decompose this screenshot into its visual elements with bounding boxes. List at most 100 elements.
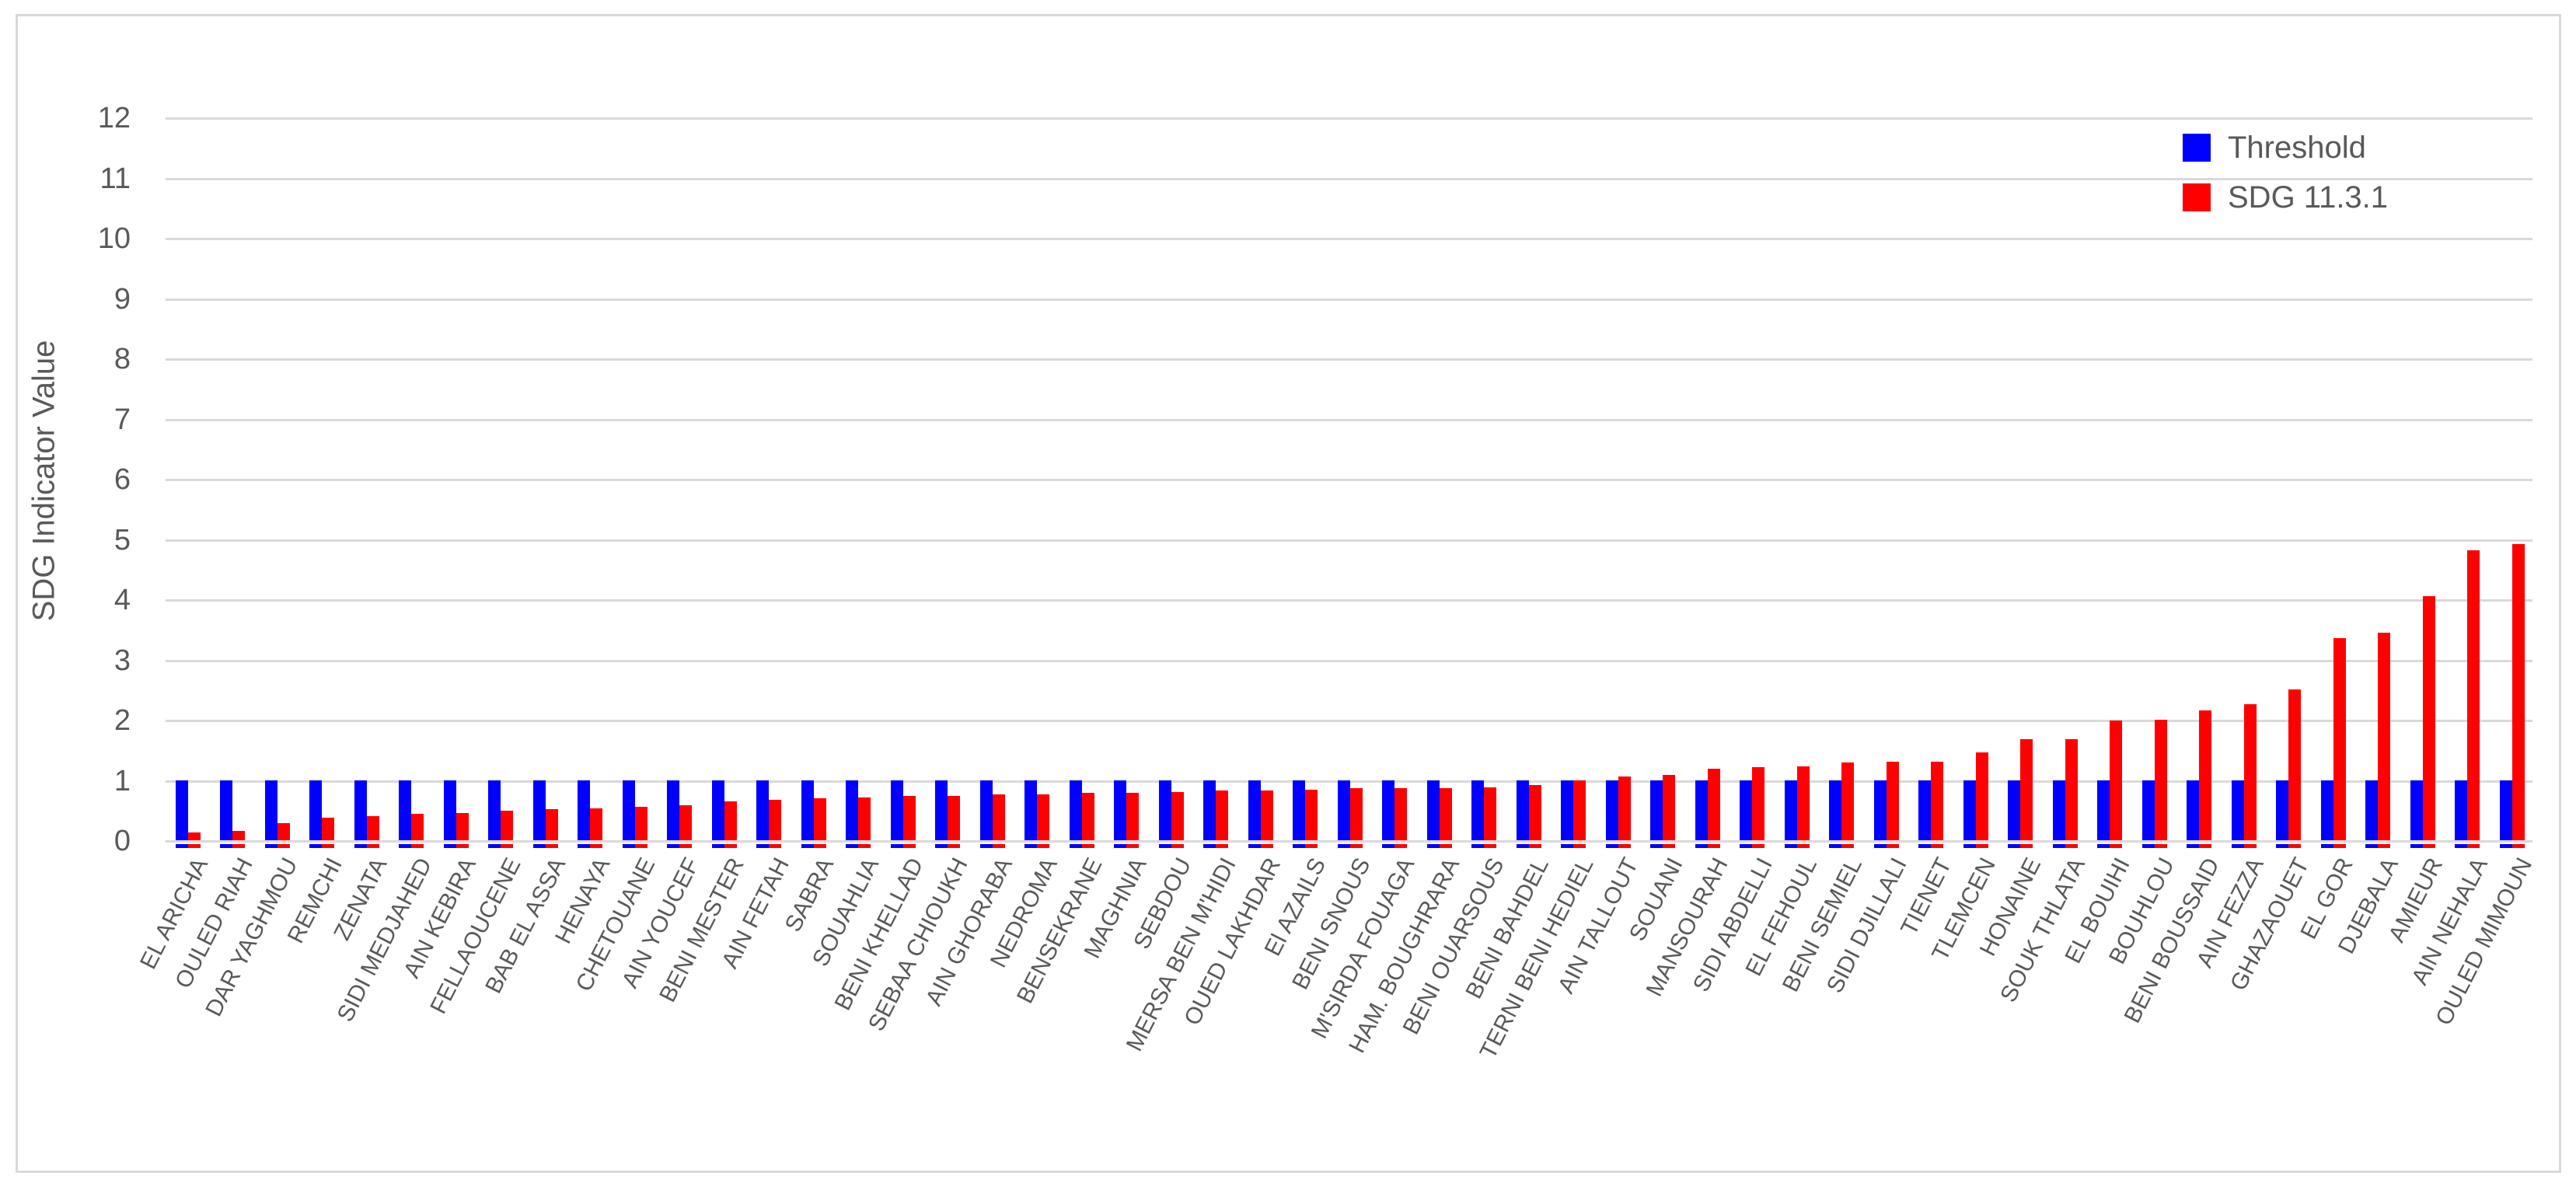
bar-threshold-shadow [2141, 844, 2155, 848]
bar-threshold-shadow [1293, 844, 1306, 848]
bar-sdg-shadow [1573, 844, 1586, 848]
bar-threshold [1293, 780, 1306, 840]
bar-threshold-shadow [1024, 844, 1038, 848]
bar-sdg [2199, 710, 2212, 840]
bar-sdg [1618, 776, 1631, 840]
bar-threshold-shadow [532, 844, 546, 848]
bar-threshold-shadow [1695, 844, 1708, 848]
bar-sdg-shadow [2378, 844, 2391, 848]
bar-sdg [1171, 792, 1184, 840]
bar-sdg-shadow [1663, 844, 1676, 848]
bar-threshold-shadow [2231, 844, 2244, 848]
bar-threshold-shadow [979, 844, 993, 848]
bar-threshold-shadow [2410, 844, 2423, 848]
bar-threshold [1963, 780, 1976, 840]
bar-sdg-shadow [2333, 844, 2346, 848]
bar-threshold [2052, 780, 2065, 840]
bar-sdg [1081, 792, 1094, 840]
gridline-y7 [166, 418, 2532, 421]
y-tick-label: 8 [113, 343, 131, 375]
bar-sdg [1484, 787, 1497, 840]
bar-threshold [1382, 780, 1395, 840]
y-tick-label: 12 [97, 102, 131, 134]
y-tick-label: 5 [113, 523, 131, 557]
bar-threshold-shadow [578, 844, 591, 848]
bar-threshold [1069, 780, 1082, 840]
y-tick-label: 7 [113, 403, 131, 436]
legend-item-sdg-11-3-1: SDG 11.3.1 [2183, 182, 2388, 213]
bar-sdg-shadow [1126, 844, 1140, 848]
bar-sdg [2288, 689, 2302, 840]
bar-sdg [277, 823, 290, 840]
bar-threshold-shadow [756, 844, 770, 848]
y-tick-label: 11 [99, 162, 131, 195]
bar-sdg-shadow [948, 844, 961, 848]
bar-threshold-shadow [667, 844, 680, 848]
bar-threshold-shadow [846, 844, 859, 848]
bar-sdg-shadow [2288, 844, 2302, 848]
bar-sdg [1573, 780, 1586, 840]
bar-threshold [935, 780, 948, 840]
bar-threshold-shadow [399, 844, 412, 848]
bar-threshold [1918, 780, 1932, 840]
gridline-y5 [166, 539, 2532, 542]
bar-sdg [411, 813, 424, 840]
bar-sdg-shadow [1171, 844, 1184, 848]
gridline-y8 [166, 358, 2532, 361]
bar-threshold-shadow [2455, 844, 2468, 848]
y-tick-label: 6 [113, 463, 131, 496]
bar-sdg [2467, 550, 2480, 840]
bar-sdg [1975, 752, 1988, 840]
gridline-y10 [166, 238, 2532, 240]
gridline-y3 [166, 659, 2532, 662]
bar-sdg [1037, 794, 1050, 840]
bar-threshold [890, 780, 903, 840]
bar-sdg [2511, 543, 2525, 840]
bar-threshold [711, 780, 724, 840]
bar-sdg [2110, 720, 2123, 840]
bar-threshold-shadow [2187, 844, 2200, 848]
bar-sdg-shadow [858, 844, 871, 848]
bar-sdg [813, 797, 826, 840]
bar-threshold [2320, 780, 2333, 840]
bar-threshold-shadow [2365, 844, 2379, 848]
bar-threshold-shadow [1784, 844, 1797, 848]
bar-threshold [1114, 780, 1127, 840]
y-tick-label: 9 [113, 282, 131, 316]
bar-sdg-shadow [1439, 844, 1452, 848]
bar-threshold-shadow [175, 844, 188, 848]
bar-sdg [1349, 788, 1363, 840]
bar-sdg [187, 832, 201, 840]
bar-threshold [1426, 780, 1440, 840]
bar-sdg [769, 800, 782, 840]
bar-sdg-shadow [545, 844, 558, 848]
bar-sdg-shadow [411, 844, 424, 848]
bar-threshold-shadow [2008, 844, 2021, 848]
bar-threshold-shadow [1829, 844, 1842, 848]
gridline-y12 [166, 117, 2532, 120]
bar-sdg [902, 795, 916, 840]
bar-sdg [322, 818, 335, 840]
bar-threshold [399, 780, 412, 840]
bar-sdg [2065, 738, 2078, 840]
bar-threshold [1203, 780, 1216, 840]
bar-sdg-shadow [634, 844, 647, 848]
bar-threshold [1740, 780, 1753, 840]
bar-threshold [2276, 780, 2289, 840]
bar-threshold [1784, 780, 1797, 840]
bar-sdg-shadow [1081, 844, 1094, 848]
bar-sdg [1752, 767, 1765, 840]
bar-threshold [1561, 780, 1574, 840]
legend-label: Threshold [2228, 131, 2366, 165]
bar-sdg [2333, 638, 2346, 840]
bar-sdg-shadow [590, 844, 603, 848]
bar-sdg-shadow [1796, 844, 1810, 848]
bar-sdg [858, 797, 871, 840]
bar-threshold-shadow [264, 844, 277, 848]
bar-sdg [1886, 762, 1899, 840]
bar-threshold-shadow [711, 844, 724, 848]
bar-threshold [979, 780, 993, 840]
bar-threshold [1471, 780, 1485, 840]
y-axis-title: SDG Indicator Value [26, 340, 61, 622]
bar-sdg-shadow [2467, 844, 2480, 848]
